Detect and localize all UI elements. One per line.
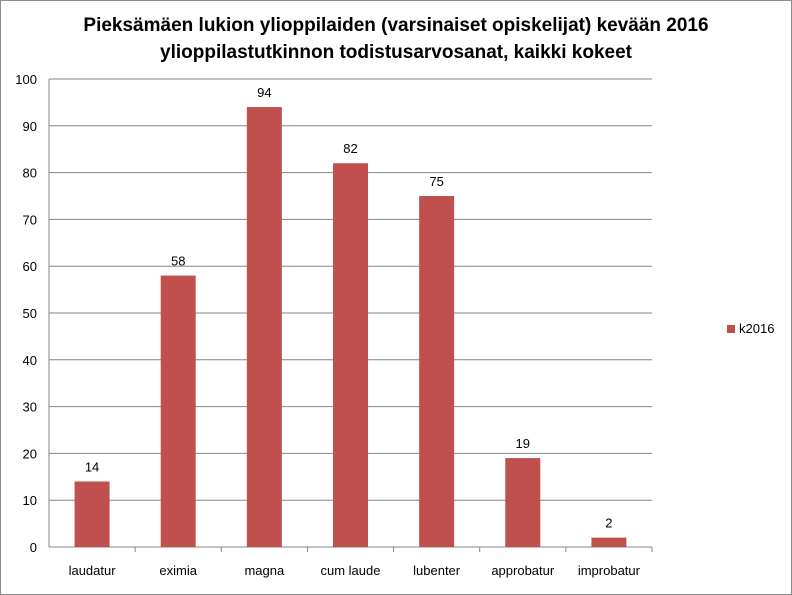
legend: k2016 bbox=[727, 321, 774, 336]
bar-improbatur bbox=[591, 537, 627, 547]
y-tick-label: 100 bbox=[15, 72, 37, 87]
data-label: 19 bbox=[516, 436, 530, 451]
data-label: 2 bbox=[605, 516, 612, 531]
y-tick-label: 50 bbox=[23, 306, 37, 321]
y-tick-label: 30 bbox=[23, 400, 37, 415]
x-tick-label: eximia bbox=[159, 563, 197, 578]
data-label: 82 bbox=[343, 141, 357, 156]
y-tick-label: 0 bbox=[30, 540, 37, 555]
chart-title-line-2: ylioppilastutkinnon todistusarvosanat, k… bbox=[160, 42, 632, 63]
y-tick-label: 40 bbox=[23, 353, 37, 368]
data-label: 75 bbox=[429, 174, 443, 189]
chart-title-line-1: Pieksämäen lukion ylioppilaiden (varsina… bbox=[83, 15, 709, 36]
chart-title: Pieksämäen lukion ylioppilaiden (varsina… bbox=[0, 12, 792, 66]
y-tick-label: 20 bbox=[23, 446, 37, 461]
data-label: 14 bbox=[85, 459, 99, 474]
bar-lubenter bbox=[419, 196, 455, 547]
data-label: 58 bbox=[171, 254, 185, 269]
data-label: 94 bbox=[257, 85, 271, 100]
y-tick-label: 10 bbox=[23, 493, 37, 508]
x-tick-label: lubenter bbox=[413, 563, 461, 578]
x-tick-label: magna bbox=[244, 563, 285, 578]
x-tick-label: cum laude bbox=[321, 563, 381, 578]
y-tick-label: 80 bbox=[23, 166, 37, 181]
legend-swatch-k2016 bbox=[727, 324, 735, 333]
bar-eximia bbox=[160, 275, 196, 547]
y-tick-label: 90 bbox=[23, 119, 37, 134]
bar-magna bbox=[246, 107, 282, 547]
x-tick-label: improbatur bbox=[578, 563, 641, 578]
legend-label-k2016: k2016 bbox=[739, 321, 775, 336]
bar-laudatur bbox=[74, 481, 110, 547]
y-tick-label: 70 bbox=[23, 212, 37, 227]
y-tick-label: 60 bbox=[23, 259, 37, 274]
x-tick-label: approbatur bbox=[491, 563, 555, 578]
bar-cum-laude bbox=[333, 163, 368, 548]
bar-approbatur bbox=[505, 458, 541, 547]
x-tick-label: laudatur bbox=[69, 563, 117, 578]
